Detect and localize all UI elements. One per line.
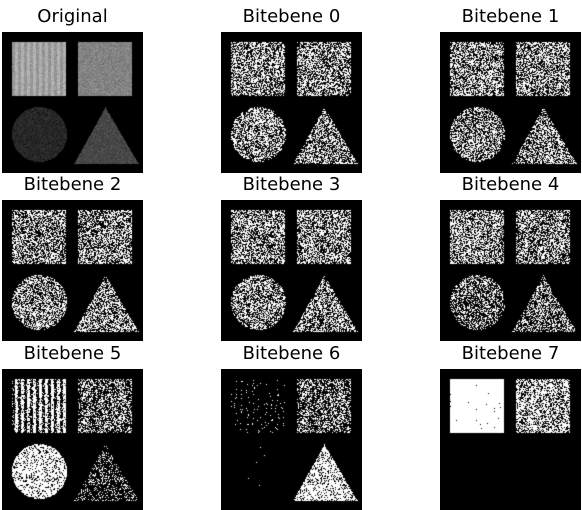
panel-title: Bitebene 1 bbox=[461, 6, 560, 27]
panel-bitplane-5: Bitebene 5 bbox=[2, 342, 143, 510]
panel-title: Bitebene 6 bbox=[242, 343, 341, 364]
bitplane-image bbox=[440, 32, 581, 173]
bitplane-image bbox=[2, 200, 143, 341]
panel-title: Original bbox=[37, 6, 108, 27]
bitplane-image bbox=[221, 200, 362, 341]
panel-bitplane-3: Bitebene 3 bbox=[221, 173, 362, 341]
panel-bitplane-6: Bitebene 6 bbox=[221, 342, 362, 510]
bitplane-image bbox=[221, 32, 362, 173]
panel-original: Original bbox=[2, 5, 143, 173]
panel-bitplane-0: Bitebene 0 bbox=[221, 5, 362, 173]
bitplane-image bbox=[2, 369, 143, 510]
panel-bitplane-7: Bitebene 7 bbox=[440, 342, 581, 510]
panel-bitplane-4: Bitebene 4 bbox=[440, 173, 581, 341]
original-image bbox=[2, 32, 143, 173]
bitplane-image bbox=[440, 200, 581, 341]
panel-title: Bitebene 4 bbox=[461, 174, 560, 195]
panel-title: Bitebene 0 bbox=[242, 6, 341, 27]
panel-title: Bitebene 5 bbox=[23, 343, 122, 364]
panel-bitplane-2: Bitebene 2 bbox=[2, 173, 143, 341]
bitplane-image bbox=[440, 369, 581, 510]
panel-title: Bitebene 7 bbox=[461, 343, 560, 364]
panel-title: Bitebene 3 bbox=[242, 174, 341, 195]
bitplane-image bbox=[221, 369, 362, 510]
panel-title: Bitebene 2 bbox=[23, 174, 122, 195]
panel-bitplane-1: Bitebene 1 bbox=[440, 5, 581, 173]
